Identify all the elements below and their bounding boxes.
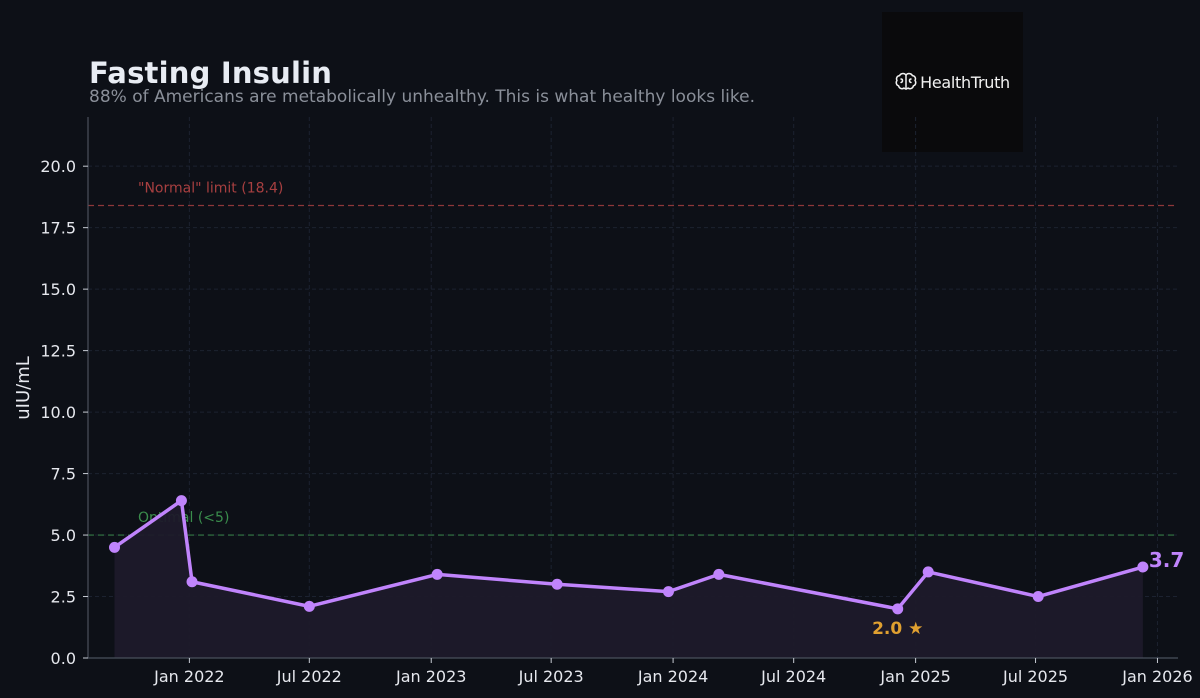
reference-lines: "Normal" limit (18.4)Optimal (<5): [88, 181, 1178, 536]
data-point: [431, 568, 443, 580]
data-point: [175, 495, 187, 507]
series: 2.0 ★ 3.7: [109, 495, 1184, 658]
x-tick-label: Jul 2024: [760, 667, 826, 686]
data-point: [109, 541, 121, 553]
x-tick-label: Jan 2023: [395, 667, 466, 686]
y-tick-label: 20.0: [40, 157, 76, 176]
data-point: [892, 603, 904, 615]
data-point: [303, 600, 315, 612]
data-point: [922, 566, 934, 578]
grid: [88, 117, 1178, 659]
y-tick-label: 17.5: [40, 219, 76, 238]
y-tick-label: 7.5: [51, 465, 76, 484]
x-tick-label: Jan 2022: [153, 667, 224, 686]
y-axis-label: uIU/mL: [13, 356, 34, 420]
y-tick-label: 0.0: [51, 649, 76, 668]
latest-value-label: 3.7: [1149, 548, 1184, 572]
y-tick-label: 10.0: [40, 403, 76, 422]
chart-title: Fasting Insulin: [89, 56, 333, 90]
chart-subtitle: 88% of Americans are metabolically unhea…: [89, 87, 756, 107]
brand-logo: HealthTruth: [882, 12, 1023, 152]
brain-icon: [895, 72, 917, 90]
normal-limit-label: "Normal" limit (18.4): [138, 181, 283, 197]
x-tick-label: Jan 2025: [879, 667, 950, 686]
y-tick-label: 5.0: [51, 526, 76, 545]
lowest-value-label: 2.0 ★: [872, 619, 923, 639]
data-point: [1137, 561, 1149, 573]
data-point: [713, 568, 725, 580]
x-tick-label: Jul 2023: [518, 667, 584, 686]
data-point: [1032, 591, 1044, 603]
x-tick-label: Jul 2022: [276, 667, 342, 686]
x-tick-label: Jan 2024: [637, 667, 708, 686]
axes: 0.0 2.5 5.0 7.5 10.0 12.5 15.0 17.5 20.0 Jan 2022…: [40, 117, 1193, 686]
data-point: [551, 578, 563, 590]
data-point: [662, 586, 674, 598]
series-line: [112, 498, 1145, 611]
y-tick-label: 12.5: [40, 342, 76, 361]
brand-name: HealthTruth: [920, 72, 1010, 92]
series-area: [114, 500, 1143, 658]
x-tick-label: Jan 2026: [1121, 667, 1192, 686]
data-point: [186, 576, 198, 588]
y-tick-label: 2.5: [51, 588, 76, 607]
y-tick-label: 15.0: [40, 280, 76, 299]
x-tick-label: Jul 2025: [1002, 667, 1068, 686]
